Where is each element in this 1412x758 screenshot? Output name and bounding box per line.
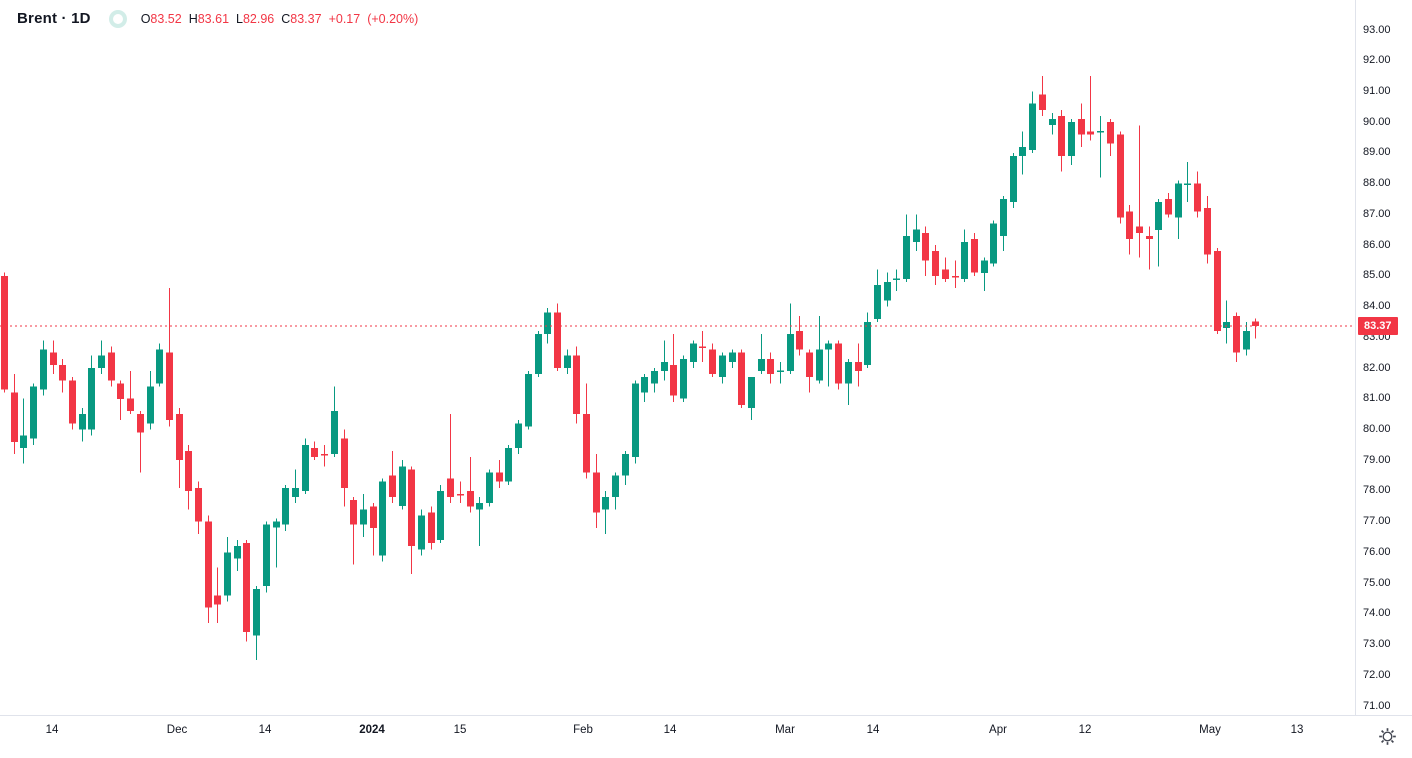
symbol-title[interactable]: Brent · 1D bbox=[17, 10, 91, 27]
time-tick: Dec bbox=[166, 724, 188, 736]
price-tick: 74.00 bbox=[1363, 607, 1391, 620]
price-tick: 92.00 bbox=[1363, 54, 1391, 67]
time-tick: 15 bbox=[453, 724, 467, 736]
price-tick: 77.00 bbox=[1363, 515, 1391, 528]
last-price-label: 83.37 bbox=[1358, 316, 1398, 335]
price-tick: 90.00 bbox=[1363, 115, 1391, 128]
price-axis[interactable]: 83.37 71.00 72.00 73.00 74.00 75.00 76.00 77.0… bbox=[1355, 0, 1412, 715]
price-tick: 71.00 bbox=[1363, 699, 1391, 712]
ohlc-values: O83.52 H83.61 L82.96 C83.37 +0.17 (+0.20… bbox=[141, 12, 426, 26]
open-value: O83.52 bbox=[140, 11, 182, 26]
price-tick: 80.00 bbox=[1363, 422, 1391, 435]
close-value: C83.37 bbox=[281, 11, 322, 26]
time-tick: Feb bbox=[573, 724, 593, 736]
symbol-legend: Brent · 1D O83.52 H83.61 L82.96 C83.37 +… bbox=[17, 10, 425, 27]
change-value: +0.17 bbox=[328, 11, 361, 26]
gear-icon bbox=[1378, 727, 1396, 745]
time-tick: 14 bbox=[45, 724, 59, 736]
price-tick: 82.00 bbox=[1363, 361, 1391, 374]
high-value: H83.61 bbox=[188, 11, 230, 26]
price-tick: 93.00 bbox=[1363, 23, 1391, 36]
change-percent-value: (+0.20%) bbox=[367, 11, 419, 26]
time-tick: 12 bbox=[1078, 724, 1092, 736]
price-tick: 88.00 bbox=[1363, 177, 1391, 190]
price-tick: 73.00 bbox=[1363, 638, 1391, 651]
price-tick: 75.00 bbox=[1363, 576, 1391, 589]
axis-settings-button[interactable] bbox=[1375, 724, 1399, 748]
market-status-dot[interactable] bbox=[113, 14, 123, 24]
time-axis[interactable]: 14 Dec 14 2024 15 Feb 14 Mar 14 Apr 12 May 13 bbox=[0, 715, 1412, 758]
time-tick: Apr bbox=[989, 724, 1007, 736]
price-tick: 86.00 bbox=[1363, 238, 1391, 251]
time-tick: 2024 bbox=[359, 724, 385, 736]
price-tick: 91.00 bbox=[1363, 84, 1391, 97]
low-value: L82.96 bbox=[236, 11, 275, 26]
price-tick: 89.00 bbox=[1363, 146, 1391, 159]
price-tick: 85.00 bbox=[1363, 269, 1391, 282]
time-tick: Mar bbox=[775, 724, 795, 736]
time-tick: 14 bbox=[258, 724, 272, 736]
time-tick: 14 bbox=[866, 724, 880, 736]
price-chart[interactable] bbox=[0, 0, 1355, 715]
price-tick: 76.00 bbox=[1363, 545, 1391, 558]
price-tick: 72.00 bbox=[1363, 668, 1391, 681]
price-tick: 87.00 bbox=[1363, 207, 1391, 220]
time-tick: May bbox=[1199, 724, 1221, 736]
price-tick: 84.00 bbox=[1363, 300, 1391, 313]
price-tick: 78.00 bbox=[1363, 484, 1391, 497]
time-tick: 13 bbox=[1290, 724, 1304, 736]
time-tick: 14 bbox=[663, 724, 677, 736]
price-tick: 81.00 bbox=[1363, 392, 1391, 405]
price-tick: 79.00 bbox=[1363, 453, 1391, 466]
